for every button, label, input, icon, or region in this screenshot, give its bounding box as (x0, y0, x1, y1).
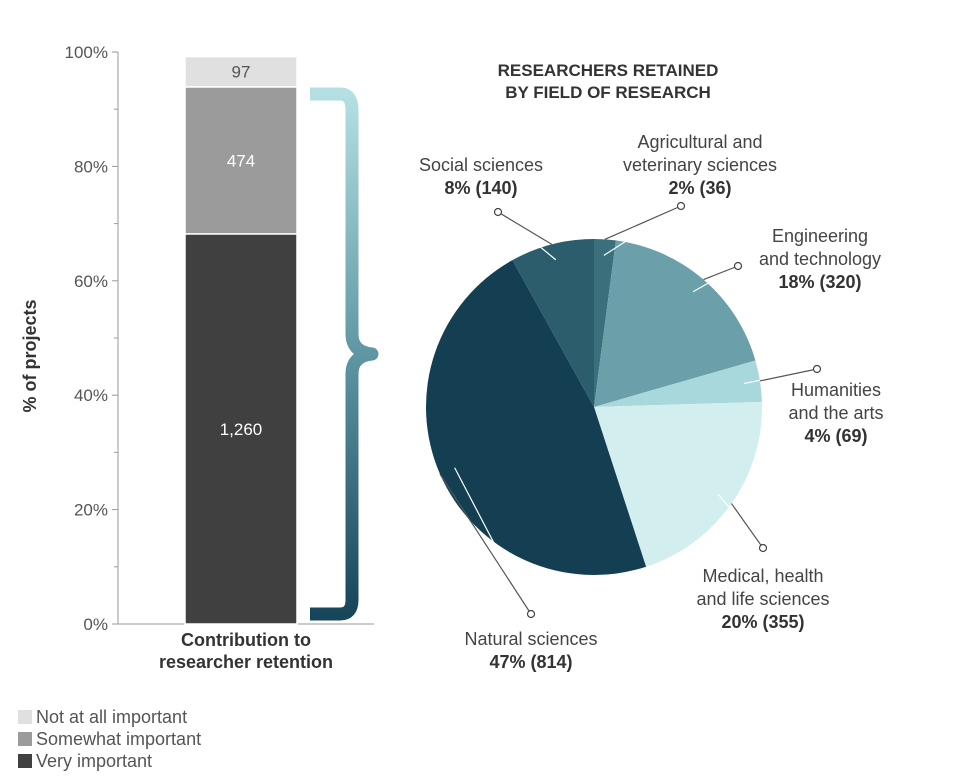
leader-dot (526, 609, 536, 619)
pie-label-name-humanities-and-the-arts: Humanities (791, 380, 881, 400)
pie-slice-agricultural-and-veterinary-sciences (594, 239, 616, 407)
pie-label-name-medical-health-and-life-sciences: Medical, health (702, 566, 823, 586)
legend-item-very-important: Very important (18, 750, 152, 772)
legend-swatch-somewhat-important (18, 732, 32, 746)
bar-segment-somewhat-important (184, 86, 298, 235)
leader-dot (493, 207, 503, 217)
leader-line-inner (603, 205, 682, 256)
bar-value-label-somewhat-important: 474 (227, 151, 255, 170)
brace-connector (310, 87, 379, 621)
pie-label-value-social-sciences: 8% (140) (444, 178, 517, 198)
x-category-label-line2: researcher retention (159, 652, 333, 672)
legend-label: Not at all important (36, 706, 188, 727)
pie-slice-engineering-and-technology (594, 240, 756, 407)
legend-swatch-not-at-all-important (18, 710, 32, 724)
leader-line-inner (497, 211, 557, 261)
pie-slice-social-sciences (512, 239, 594, 407)
pie-label-name-humanities-and-the-arts: and the arts (788, 403, 883, 423)
pie-label-value-humanities-and-the-arts: 4% (69) (804, 426, 867, 446)
legend-swatch-very-important (18, 754, 32, 768)
leader-line-inner (454, 467, 532, 615)
pie-label-value-natural-sciences: 47% (814) (489, 652, 572, 672)
pie-label-name-engineering-and-technology: Engineering (772, 226, 868, 246)
pie-label-value-agricultural-and-veterinary-sciences: 2% (36) (668, 178, 731, 198)
legend-item-not-at-all-important: Not at all important (18, 706, 187, 728)
leader-line (604, 205, 682, 240)
pie-slice-natural-sciences (426, 260, 647, 575)
leader-dot (676, 201, 686, 211)
leader-line (703, 265, 739, 281)
pie-chart (426, 239, 763, 575)
y-tick-label: 60% (74, 272, 108, 291)
legend-item-somewhat-important: Somewhat important (18, 728, 201, 750)
leader-line (759, 368, 818, 382)
leader-line (730, 503, 764, 549)
pie-title-line1: RESEARCHERS RETAINED (498, 61, 719, 80)
leader-dot (733, 261, 743, 271)
legend-label: Somewhat important (36, 728, 202, 749)
pie-label-name-agricultural-and-veterinary-sciences: veterinary sciences (623, 155, 777, 175)
pie-label-value-medical-health-and-life-sciences: 20% (355) (721, 612, 804, 632)
pie-label-name-agricultural-and-veterinary-sciences: Agricultural and (637, 132, 762, 152)
bar-value-label-not-at-all-important: 97 (232, 63, 251, 82)
pie-slice-medical-health-and-life-sciences (594, 401, 763, 567)
y-tick-label: 80% (74, 157, 108, 176)
pie-labels: Agricultural and veterinary sciences 2% (3… (419, 132, 884, 672)
y-tick-label: 100% (65, 43, 108, 62)
bar-value-label-very-important: 1,260 (220, 420, 263, 439)
y-tick-label: 20% (74, 501, 108, 520)
pie-label-name-social-sciences: Social sciences (419, 155, 543, 175)
y-axis: 0% 20% 40% 60% 80% 100% % of projects (20, 43, 374, 634)
x-category-label-line1: Contribution to (181, 630, 311, 650)
y-tick-label: 0% (83, 615, 108, 634)
y-axis-label: % of projects (20, 299, 40, 412)
leader-dot (812, 364, 822, 374)
bar-segment-not-at-all-important (184, 55, 298, 88)
leader-line-inner (717, 493, 764, 549)
pie-label-name-medical-health-and-life-sciences: and life sciences (696, 589, 829, 609)
y-tick-label: 40% (74, 386, 108, 405)
pie-title-line2: BY FIELD OF RESEARCH (505, 83, 711, 102)
pie-slice-humanities-and-the-arts (594, 360, 762, 407)
pie-label-name-natural-sciences: Natural sciences (464, 629, 597, 649)
stacked-bar: 1,260 474 97 (184, 55, 298, 625)
leader-line-inner (692, 265, 739, 293)
pie-label-value-engineering-and-technology: 18% (320) (778, 272, 861, 292)
legend-label: Very important (36, 750, 153, 771)
bar-segment-very-important (184, 233, 298, 625)
pie-label-name-engineering-and-technology: and technology (759, 249, 881, 269)
leader-line (439, 473, 532, 615)
leader-line (497, 211, 553, 245)
leader-dot (758, 543, 768, 553)
